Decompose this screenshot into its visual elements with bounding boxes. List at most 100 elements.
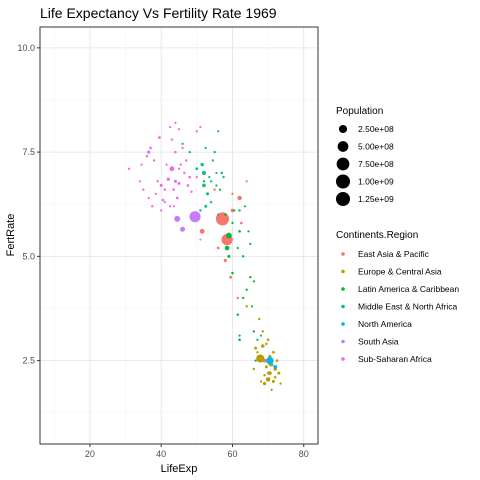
region-legend-label: East Asia & Pacific <box>358 249 430 259</box>
data-point <box>208 176 211 179</box>
y-tick-label: 7.5 <box>22 147 35 157</box>
data-point <box>241 296 245 300</box>
data-point <box>256 338 259 341</box>
region-legend-key <box>341 322 345 326</box>
data-point <box>231 221 234 225</box>
data-point <box>168 205 172 208</box>
data-point <box>243 205 247 208</box>
data-point <box>270 388 273 391</box>
region-legend-key <box>341 287 345 291</box>
region-legend-label: South Asia <box>358 337 399 347</box>
data-point <box>204 146 207 150</box>
data-point <box>264 365 268 369</box>
data-point <box>256 354 265 363</box>
population-legend-title: Population <box>336 106 383 117</box>
region-legend-key <box>341 357 345 361</box>
data-point <box>215 184 218 187</box>
data-point <box>217 213 220 216</box>
data-point <box>236 246 239 250</box>
data-point <box>277 371 281 375</box>
data-point <box>174 215 181 222</box>
data-point <box>170 138 174 141</box>
data-point <box>169 166 175 172</box>
population-legend-label: 2.50e+08 <box>358 124 394 134</box>
region-legend-title: Continents.Region <box>336 230 418 241</box>
data-point <box>127 167 131 170</box>
data-point <box>168 125 172 129</box>
population-legend-label: 7.50e+08 <box>358 159 394 169</box>
data-point <box>174 150 177 154</box>
data-point <box>256 351 259 354</box>
data-point <box>218 188 222 191</box>
data-point <box>265 342 268 346</box>
x-tick-label: 80 <box>299 449 309 459</box>
data-point <box>177 181 181 185</box>
data-point <box>217 130 220 133</box>
data-point <box>265 377 271 382</box>
data-point <box>240 221 243 225</box>
data-point <box>147 150 151 154</box>
data-point <box>252 280 255 283</box>
data-point <box>238 334 241 337</box>
data-point <box>216 246 220 250</box>
x-tick-label: 40 <box>156 449 166 459</box>
data-point <box>273 375 277 379</box>
data-point <box>215 171 218 175</box>
data-point <box>181 146 184 150</box>
data-point <box>184 159 188 162</box>
data-point <box>188 175 191 179</box>
data-point <box>252 330 255 333</box>
data-point <box>181 142 184 145</box>
data-point <box>159 183 163 187</box>
data-point <box>174 121 177 125</box>
data-point <box>224 245 230 251</box>
data-point <box>189 211 201 223</box>
data-point <box>222 175 225 179</box>
axes: 20 40 60 80 2.5 5.0 7.5 10.0 <box>17 43 308 459</box>
data-point <box>220 171 223 175</box>
data-point <box>262 381 267 386</box>
data-point <box>261 330 265 333</box>
data-point <box>254 359 257 362</box>
data-point <box>249 276 252 279</box>
data-point <box>238 229 241 233</box>
data-point <box>201 170 206 175</box>
data-point <box>224 213 227 216</box>
data-point <box>233 209 236 212</box>
data-point <box>258 317 261 321</box>
data-point <box>199 238 202 241</box>
data-point <box>267 371 272 376</box>
data-point <box>245 180 248 183</box>
data-point <box>199 209 202 212</box>
data-point <box>213 188 216 191</box>
y-tick-label: 10.0 <box>17 43 35 53</box>
population-legend-key <box>338 124 348 134</box>
data-point <box>173 179 178 183</box>
data-point <box>254 346 258 350</box>
data-point <box>149 146 152 150</box>
data-point <box>247 230 250 233</box>
data-point <box>259 380 263 383</box>
y-tick-label: 2.5 <box>22 356 35 366</box>
data-point <box>183 171 186 175</box>
grid <box>40 27 318 444</box>
data-point <box>209 180 213 183</box>
data-point <box>252 367 256 371</box>
data-point <box>195 130 199 133</box>
y-axis-title: FertRate <box>5 214 17 257</box>
data-point <box>237 195 242 201</box>
population-legend: Population 2.50e+08 5.00e+08 7.50e+08 1.00e… <box>336 106 394 206</box>
data-point <box>279 382 282 385</box>
region-legend-label: Latin America & Caribbean <box>358 284 459 294</box>
data-point <box>226 232 232 239</box>
data-point <box>138 180 141 183</box>
data-point <box>165 163 168 166</box>
data-point <box>156 180 159 183</box>
region-legend-label: Sub-Saharan Africa <box>358 354 432 364</box>
data-point <box>249 242 252 245</box>
data-point <box>195 176 198 179</box>
data-point <box>204 204 208 208</box>
data-point <box>188 150 191 154</box>
data-point <box>154 192 157 195</box>
